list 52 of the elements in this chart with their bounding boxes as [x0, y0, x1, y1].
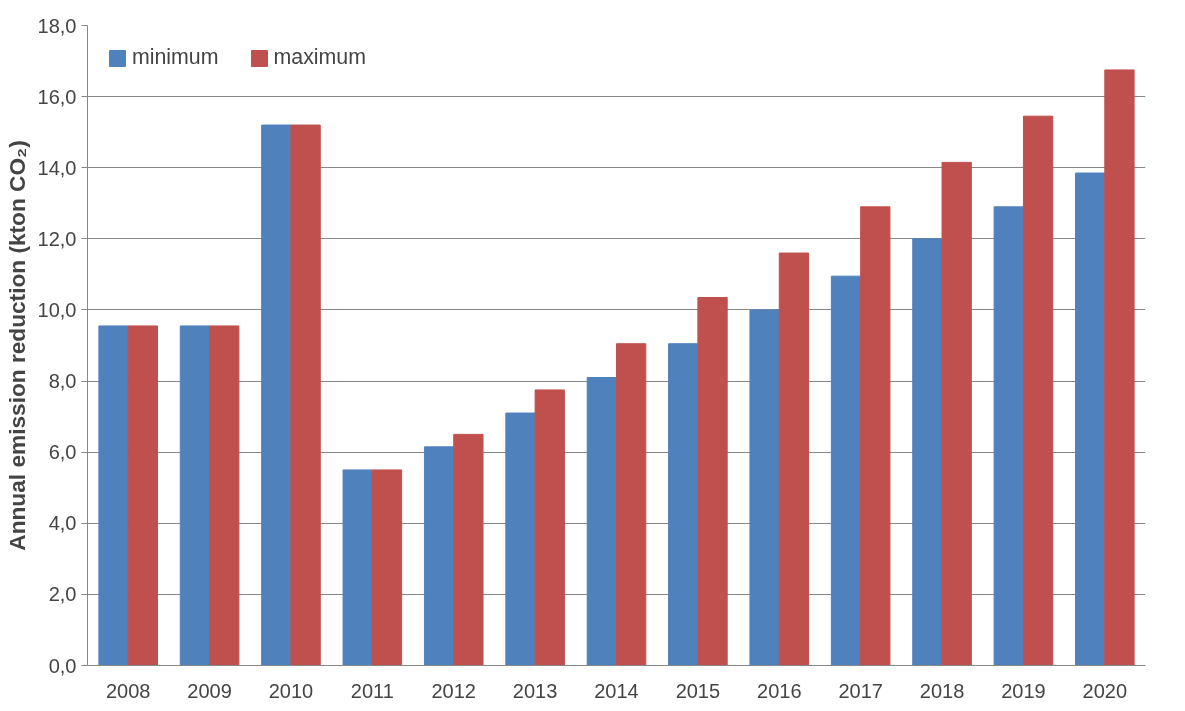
x-tick-label: 2019: [1001, 679, 1046, 702]
y-tick-label: 18,0: [37, 14, 77, 37]
y-tick-label: 6,0: [48, 441, 77, 464]
bar: [505, 412, 536, 666]
y-tick-label: 4,0: [48, 512, 77, 535]
bar: [860, 206, 891, 666]
bar: [941, 161, 972, 666]
bar: [1104, 69, 1135, 666]
y-tick-label: 14,0: [37, 156, 77, 179]
bar: [290, 124, 321, 666]
bar: [830, 275, 862, 666]
y-tick-label: 12,0: [37, 227, 77, 250]
bar: [1022, 115, 1054, 666]
x-tick-label: 2012: [431, 679, 476, 702]
x-tick-label: 2011: [350, 679, 394, 702]
x-tick-label: 2015: [675, 679, 721, 702]
y-tick-label: 8,0: [48, 370, 77, 393]
bar: [179, 325, 211, 666]
bar: [993, 206, 1024, 666]
bar: [668, 343, 699, 666]
y-tick-label: 2,0: [48, 583, 77, 606]
bar: [912, 238, 943, 666]
bar: [453, 433, 484, 666]
bar: [98, 325, 129, 666]
x-tick-label: 2018: [919, 679, 965, 702]
legend-label: maximum: [273, 45, 366, 70]
x-tick-label: 2016: [757, 679, 802, 702]
x-tick-label: 2020: [1082, 679, 1128, 702]
x-tick-label: 2009: [187, 679, 232, 702]
bar: [423, 446, 455, 666]
bar: [586, 377, 617, 666]
x-tick-label: 2017: [838, 679, 883, 702]
bar: [778, 252, 810, 666]
x-tick-label: 2013: [512, 679, 558, 702]
bar: [261, 124, 292, 666]
bar: [209, 325, 240, 666]
bar: [534, 389, 565, 666]
x-tick-label: 2014: [594, 679, 639, 702]
y-tick-label: 0,0: [48, 654, 77, 677]
legend-label: minimum: [132, 45, 219, 70]
y-tick-label: 10,0: [37, 298, 77, 321]
bar: [342, 469, 373, 666]
bar: [616, 343, 647, 666]
x-tick-label: 2008: [105, 679, 151, 702]
y-axis-title: Annual emission reduction (kton CO₂): [3, 140, 30, 551]
y-tick-label: 16,0: [37, 85, 77, 108]
bar: [1075, 172, 1106, 666]
x-tick-label: 2010: [268, 679, 314, 702]
bar: [749, 309, 780, 666]
bar: [127, 325, 158, 666]
bar: [371, 469, 403, 666]
bar: [697, 297, 728, 666]
